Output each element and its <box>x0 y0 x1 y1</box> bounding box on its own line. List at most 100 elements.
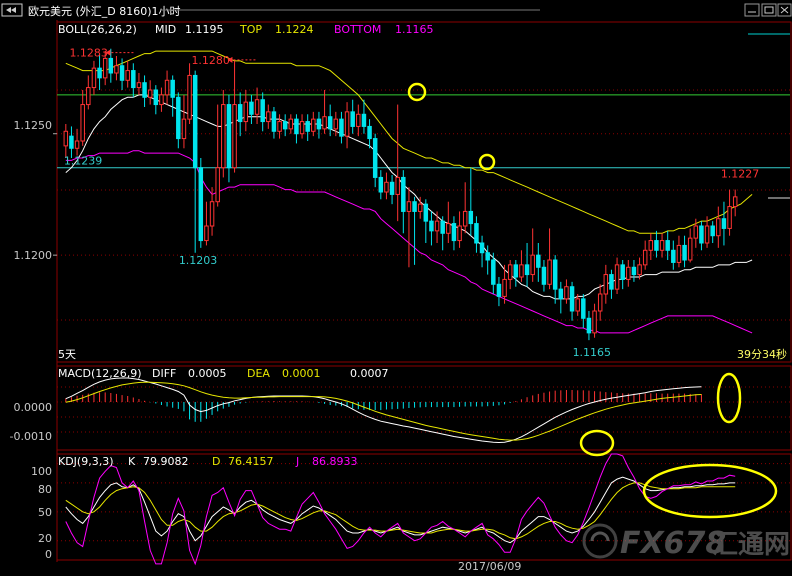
candle-body <box>440 220 445 234</box>
macd-dea-value: 0.0001 <box>282 367 321 380</box>
price-annotation-label: 1.1283 <box>69 47 108 60</box>
candle-body <box>136 82 142 89</box>
close-icon[interactable] <box>777 3 792 17</box>
candle-body <box>457 225 462 242</box>
candle-body <box>147 89 153 98</box>
boll-top-label: TOP <box>239 23 262 36</box>
candle-body <box>114 65 119 74</box>
kdj-tick-label: 100 <box>31 465 52 478</box>
kdj-d-value: 76.4157 <box>228 455 274 468</box>
highlight-circle <box>478 153 496 171</box>
candle-body <box>192 74 198 169</box>
candle-body <box>266 111 271 123</box>
candle-body <box>581 298 586 319</box>
candle-body <box>164 79 170 96</box>
candle-body <box>91 67 97 89</box>
y-axis-ticks: 1.1250 1.1200 0.0000 -0.0010 100 80 50 2… <box>10 119 52 561</box>
kdj-tick-label: 50 <box>38 506 52 519</box>
candle-body <box>356 113 361 127</box>
candle-body <box>603 274 609 295</box>
candle-body <box>732 196 738 208</box>
candle-body <box>221 104 226 169</box>
boll-bottom-label: BOTTOM <box>334 23 381 36</box>
candle-body <box>294 118 299 135</box>
candle-body <box>502 278 507 297</box>
period-badge: 5天 <box>58 348 76 361</box>
maximize-icon[interactable] <box>761 3 777 17</box>
candle-body <box>305 121 310 132</box>
window-title: 欧元美元 (外汇_D 8160)1小时 <box>28 5 181 18</box>
candle-body <box>727 206 732 229</box>
minimize-icon[interactable] <box>744 3 760 17</box>
boll-top-line <box>65 50 753 234</box>
reference-lines <box>57 33 790 199</box>
kdj-series <box>65 453 736 566</box>
kdj-d-line <box>65 482 736 540</box>
candle-body <box>659 240 665 251</box>
candle-body <box>361 113 367 127</box>
candle-body <box>648 240 654 251</box>
candle-body <box>496 283 502 297</box>
candle-body <box>378 176 384 193</box>
candle-body <box>176 96 181 140</box>
candle-body <box>63 130 69 147</box>
candle-body <box>119 65 125 81</box>
candle-body <box>333 118 339 130</box>
candle-body <box>693 225 699 239</box>
candle-body <box>468 210 474 225</box>
candle-body <box>170 79 175 98</box>
back-arrows-icon[interactable] <box>1 3 23 17</box>
candle-body <box>536 254 541 268</box>
candle-body <box>181 118 187 140</box>
candle-body <box>243 101 249 123</box>
price-annotation-label: 1.1203 <box>179 254 218 267</box>
candle-body <box>491 259 496 285</box>
candle-body <box>406 201 412 212</box>
macd-tick-label: -0.0010 <box>10 430 52 443</box>
price-annotation-label: 1.1165 <box>573 346 612 359</box>
candle-body <box>423 203 429 222</box>
kdj-tick-label: 20 <box>38 532 52 545</box>
title-bar: 欧元美元 (外汇_D 8160)1小时 <box>0 0 792 20</box>
macd-dea-line <box>65 381 702 441</box>
candle-body <box>86 87 91 106</box>
candle-body <box>704 225 710 244</box>
candle-body <box>631 266 637 276</box>
candle-body <box>474 223 479 244</box>
candle-body <box>676 244 682 263</box>
candle-body <box>142 82 147 98</box>
candle-body <box>721 218 727 229</box>
candle-body <box>344 111 350 137</box>
candle-body <box>592 310 597 334</box>
candle-body <box>316 118 322 130</box>
candle-body <box>485 252 490 261</box>
price-annotation-label: 1.1280 <box>191 54 230 67</box>
watermark-logo-icon <box>582 523 618 559</box>
candle-body <box>69 135 74 149</box>
candle-body <box>699 225 704 244</box>
candle-body <box>215 167 220 203</box>
macd-diff-label: DIFF <box>152 367 176 380</box>
candle-body <box>153 89 159 106</box>
candle-body <box>159 94 164 106</box>
candle-body <box>665 240 670 251</box>
candle-body <box>372 138 378 178</box>
candle-body <box>209 201 215 227</box>
annotation-arrow-icon <box>105 49 111 56</box>
candle-body <box>350 111 355 127</box>
candle-body <box>434 220 440 232</box>
boll-header: BOLL(26,26,2) MID 1.1195 TOP 1.1224 BOTT… <box>58 23 434 36</box>
candle-body <box>254 99 260 115</box>
candle-body <box>288 118 294 130</box>
candle-body <box>519 264 524 278</box>
kdj-header: KDJ(9,3,3) K 79.9082 D 76.4157 J 86.8933 <box>58 455 358 468</box>
candle-body <box>299 121 305 135</box>
candle-body <box>187 74 192 120</box>
candle-body <box>97 67 102 79</box>
candlesticks <box>63 48 738 341</box>
highlight-circle <box>716 372 742 424</box>
candle-body <box>682 244 687 261</box>
candle-body <box>637 264 642 276</box>
boll-mid-value: 1.1195 <box>185 23 224 36</box>
